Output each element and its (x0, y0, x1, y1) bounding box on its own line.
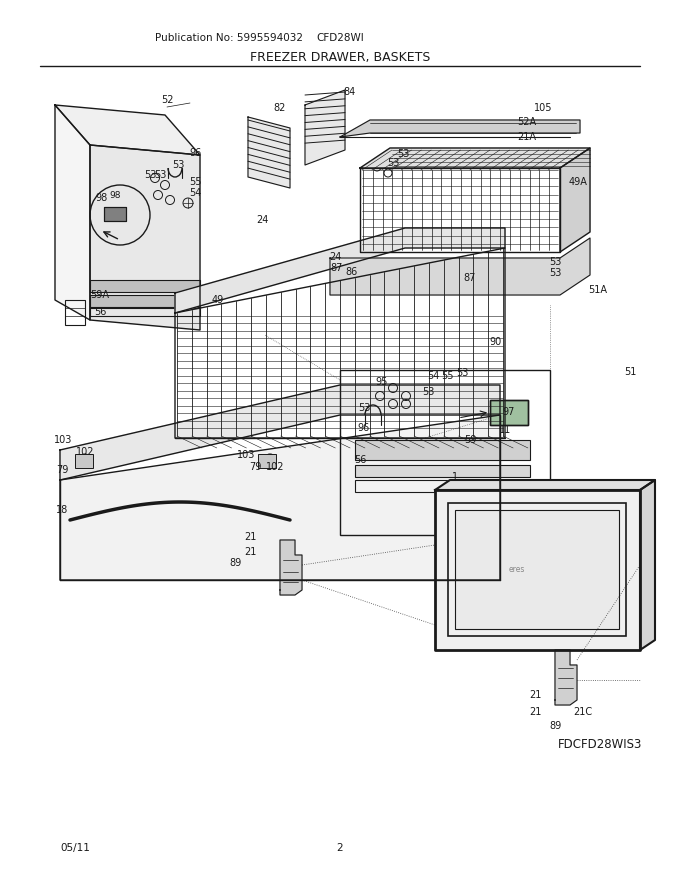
Text: 103: 103 (237, 450, 255, 460)
Polygon shape (55, 105, 90, 320)
Bar (90, 280, 200, 292)
Text: 59: 59 (464, 435, 476, 445)
Text: 87: 87 (464, 273, 476, 283)
Text: 96: 96 (189, 148, 201, 158)
Bar (75, 454, 93, 468)
Bar (490, 400, 528, 425)
Polygon shape (90, 145, 200, 330)
Text: 54: 54 (427, 371, 439, 381)
Text: 05/11: 05/11 (60, 843, 90, 853)
Polygon shape (60, 415, 500, 580)
Text: 51: 51 (624, 367, 636, 377)
Text: 54: 54 (189, 188, 201, 198)
Bar (104, 207, 126, 221)
Text: 82: 82 (274, 103, 286, 113)
Text: 56: 56 (354, 455, 367, 465)
Text: 21: 21 (529, 707, 541, 717)
Polygon shape (305, 90, 345, 165)
Text: 95: 95 (376, 377, 388, 387)
Polygon shape (280, 540, 302, 595)
Bar (398, 148, 410, 166)
Polygon shape (60, 385, 500, 480)
Bar (258, 454, 276, 468)
Text: 2: 2 (337, 843, 343, 853)
Polygon shape (340, 120, 580, 137)
Polygon shape (55, 105, 200, 155)
Text: eres: eres (509, 566, 525, 575)
Bar (355, 465, 530, 477)
Text: 89: 89 (230, 558, 242, 568)
Text: 90: 90 (489, 337, 501, 347)
Text: 53: 53 (549, 257, 561, 267)
Bar (90, 308, 200, 316)
Bar (65, 300, 85, 325)
Text: 96: 96 (358, 423, 370, 433)
Text: 53: 53 (397, 149, 409, 159)
Text: 21A: 21A (517, 132, 537, 142)
Text: 84: 84 (344, 87, 356, 97)
Polygon shape (560, 148, 590, 252)
Text: 53: 53 (456, 368, 469, 378)
Text: 53: 53 (422, 387, 435, 397)
Text: 53: 53 (358, 403, 370, 413)
Bar (104, 207, 126, 221)
Polygon shape (435, 480, 655, 490)
Polygon shape (360, 148, 590, 168)
Text: 55: 55 (441, 371, 454, 381)
Text: 53: 53 (549, 268, 561, 278)
Bar (455, 510, 619, 629)
Bar (355, 440, 530, 460)
Text: 102: 102 (75, 447, 95, 457)
Polygon shape (248, 117, 290, 188)
Text: 98: 98 (95, 193, 107, 203)
Text: 11: 11 (499, 425, 511, 435)
Polygon shape (640, 480, 655, 650)
Text: 21C: 21C (573, 707, 592, 717)
Text: 59A: 59A (90, 290, 109, 300)
Text: 24: 24 (256, 215, 268, 225)
Text: 97: 97 (503, 407, 515, 417)
Text: 53: 53 (143, 170, 156, 180)
Text: 1: 1 (452, 472, 458, 482)
Text: 105: 105 (534, 103, 552, 113)
Text: 86: 86 (346, 267, 358, 277)
Text: FREEZER DRAWER, BASKETS: FREEZER DRAWER, BASKETS (250, 50, 430, 63)
Text: 49: 49 (212, 295, 224, 305)
Text: 53: 53 (154, 170, 166, 180)
Text: 49A: 49A (568, 177, 588, 187)
Text: 53: 53 (172, 160, 184, 170)
Text: 21: 21 (529, 690, 541, 700)
Polygon shape (435, 490, 640, 650)
Text: 21: 21 (244, 547, 256, 557)
Text: 98: 98 (109, 192, 121, 201)
Bar (90, 295, 200, 307)
Text: CFD28WI: CFD28WI (316, 33, 364, 43)
Text: 102: 102 (266, 462, 284, 472)
Text: FDCFD28WIS3: FDCFD28WIS3 (558, 738, 642, 752)
Text: 103: 103 (54, 435, 72, 445)
Text: 52A: 52A (517, 117, 537, 127)
Bar (355, 480, 530, 492)
Text: 52: 52 (160, 95, 173, 105)
Bar (448, 503, 626, 636)
Polygon shape (175, 228, 505, 313)
Bar (490, 400, 528, 425)
Text: 53: 53 (387, 158, 399, 168)
Polygon shape (555, 650, 577, 705)
Text: 24: 24 (329, 252, 341, 262)
Text: 79: 79 (56, 465, 68, 475)
Text: 18: 18 (56, 505, 68, 515)
Text: 51A: 51A (588, 285, 607, 295)
Polygon shape (330, 238, 590, 295)
Text: Publication No: 5995594032: Publication No: 5995594032 (155, 33, 303, 43)
Text: 56: 56 (94, 307, 106, 317)
Text: 89: 89 (550, 721, 562, 731)
Bar (340, 370, 550, 535)
Text: 55: 55 (189, 177, 201, 187)
Text: 87: 87 (330, 263, 343, 273)
Text: 79: 79 (249, 462, 261, 472)
Text: 21: 21 (244, 532, 256, 542)
